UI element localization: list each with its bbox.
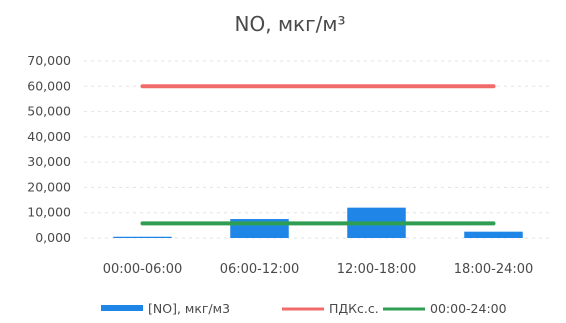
- y-axis-tick-label: 60,000: [27, 78, 71, 93]
- chart-series: [113, 84, 523, 238]
- x-axis-tick-label: 12:00-18:00: [337, 262, 417, 277]
- legend-label: ПДКс.с.: [329, 301, 379, 316]
- y-axis-tick-label: 70,000: [27, 53, 71, 68]
- chart-title: NO, мкг/м³: [235, 12, 346, 36]
- legend-swatch: [101, 305, 143, 311]
- y-axis-tick-label: 20,000: [27, 179, 71, 194]
- x-axis-tick-labels: 00:00-06:00 06:00-12:00 12:00-18:00 18:00-2…: [103, 262, 534, 277]
- no-concentration-bar: [113, 236, 172, 238]
- legend-label: [NO], мкг/м3: [148, 301, 230, 316]
- legend-label: 00:00-24:00: [430, 301, 507, 316]
- no-concentration-bar: [464, 231, 523, 238]
- y-axis-tick-label: 30,000: [27, 154, 71, 169]
- y-axis-tick-label: 40,000: [27, 129, 71, 144]
- x-axis-tick-label: 00:00-06:00: [103, 262, 183, 277]
- chart-legend: [NO], мкг/м3 ПДКс.с. 00:00-24:00: [101, 301, 507, 316]
- y-axis-tick-label: 50,000: [27, 104, 71, 119]
- x-axis-tick-label: 18:00-24:00: [454, 262, 534, 277]
- y-axis-tick-labels: 0,000 10,000 20,000 30,000 40,000 50,000 60,00…: [27, 53, 71, 245]
- y-axis-tick-label: 10,000: [27, 205, 71, 220]
- y-axis-tick-label: 0,000: [35, 230, 71, 245]
- x-axis-tick-label: 06:00-12:00: [220, 262, 300, 277]
